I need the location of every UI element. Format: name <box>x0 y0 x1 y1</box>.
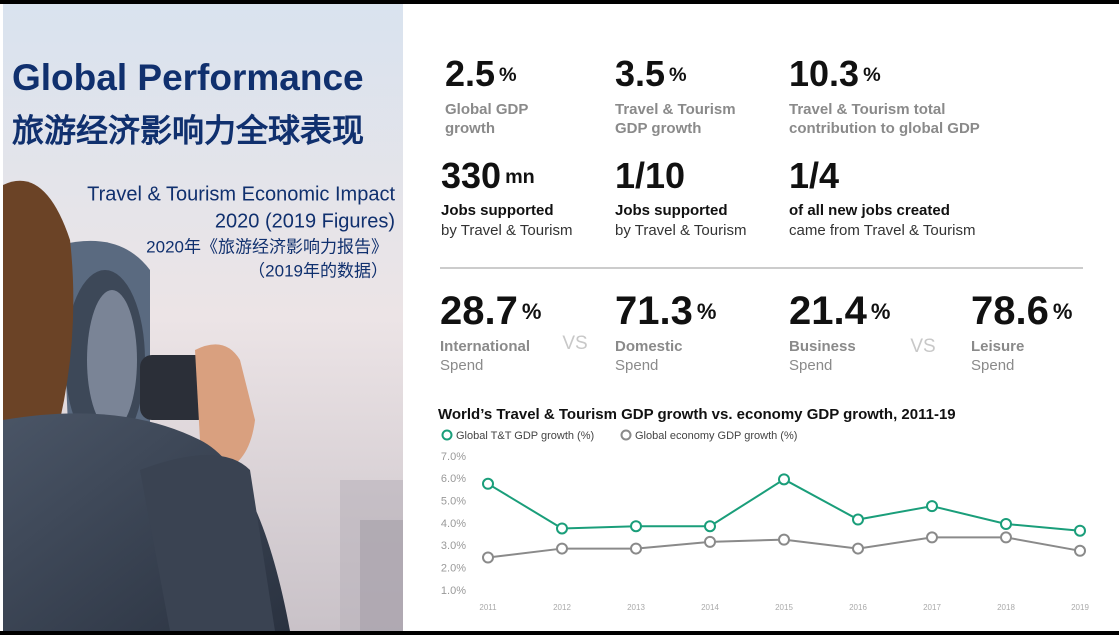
versus: VS <box>562 333 587 354</box>
point <box>704 520 716 533</box>
y-tick-label: 5.0% <box>441 496 466 508</box>
stat-value: 28.7% <box>440 289 541 333</box>
stat-label: GDP growth <box>615 120 701 137</box>
stat-value: 21.4% <box>789 289 890 333</box>
point <box>1074 544 1086 557</box>
subtitle: 2020 (2019 Figures) <box>215 210 395 232</box>
stat-value: 1/10 <box>615 155 685 196</box>
point <box>482 551 494 564</box>
point <box>852 513 864 526</box>
point <box>1000 531 1012 544</box>
point <box>482 477 494 490</box>
x-tick-label: 2018 <box>997 603 1015 612</box>
stat-label: Global GDP <box>445 101 528 118</box>
stat-label: by Travel & Tourism <box>441 222 572 239</box>
stat-label: came from Travel & Tourism <box>789 222 975 239</box>
stat-label: Spend <box>789 357 832 374</box>
legend-marker <box>620 429 632 441</box>
x-tick-label: 2011 <box>479 603 497 612</box>
title-cn: 旅游经济影响力全球表现 <box>12 112 364 148</box>
stat-label: contribution to global GDP <box>789 120 980 137</box>
stat-unit: % <box>1053 299 1073 324</box>
stat-number: 10.3 <box>789 53 859 94</box>
x-tick-label: 2017 <box>923 603 941 612</box>
stat-number: 28.7 <box>440 289 518 333</box>
point <box>704 535 716 548</box>
stat-value: 330 mn <box>441 155 535 196</box>
x-tick-label: 2013 <box>627 603 645 612</box>
stat-value: 78.6% <box>971 289 1072 333</box>
chart-title: World’s Travel & Tourism GDP growth vs. … <box>438 406 956 423</box>
stat-number: 2.5 <box>445 53 495 94</box>
photo <box>3 4 403 631</box>
stat-number: 1/4 <box>789 155 839 196</box>
stat-unit: % <box>499 64 517 86</box>
stat-label: Spend <box>440 357 483 374</box>
stat-label: Travel & Tourism <box>615 101 736 118</box>
x-tick-label: 2014 <box>701 603 719 612</box>
stat-value: 71.3% <box>615 289 716 333</box>
stat-number: 3.5 <box>615 53 665 94</box>
stat-label: Spend <box>615 357 658 374</box>
stat-label: Jobs supported <box>441 202 554 219</box>
stat-unit: % <box>863 64 881 86</box>
point <box>852 542 864 555</box>
legend-label: Global economy GDP growth (%) <box>635 430 797 442</box>
stat-label: International <box>440 338 530 355</box>
y-tick-label: 2.0% <box>441 563 466 575</box>
stat-unit: % <box>697 299 717 324</box>
stat-value: 2.5% <box>445 53 517 94</box>
stat-number: 71.3 <box>615 289 693 333</box>
point <box>926 531 938 544</box>
stat-unit: % <box>669 64 687 86</box>
subtitle: （2019年的数据） <box>248 261 388 280</box>
stat-number: 21.4 <box>789 289 868 333</box>
stat-value: 1/4 <box>789 155 839 196</box>
x-tick-label: 2016 <box>849 603 867 612</box>
point <box>1074 524 1086 537</box>
point <box>630 542 642 555</box>
y-tick-label: 6.0% <box>441 473 466 485</box>
point <box>1000 518 1012 530</box>
stat-label: Travel & Tourism total <box>789 101 945 118</box>
stat-value: 3.5% <box>615 53 687 94</box>
y-tick-label: 1.0% <box>441 585 466 597</box>
point <box>630 520 642 533</box>
subtitle: 2020年《旅游经济影响力报告》 <box>146 237 388 256</box>
x-tick-label: 2019 <box>1071 603 1089 612</box>
point <box>556 542 568 555</box>
y-tick-label: 4.0% <box>441 518 466 530</box>
x-tick-label: 2012 <box>553 603 571 612</box>
y-tick-label: 7.0% <box>441 451 466 463</box>
subtitle: Travel & Tourism Economic Impact <box>87 183 395 205</box>
y-tick-label: 3.0% <box>441 540 466 552</box>
title: Global Performance <box>12 57 364 98</box>
stat-number: 1/10 <box>615 155 685 196</box>
stat-label: Domestic <box>615 338 683 355</box>
versus: VS <box>910 336 935 357</box>
stat-unit: % <box>522 299 542 324</box>
stat-label: by Travel & Tourism <box>615 222 746 239</box>
stat-label: Spend <box>971 357 1014 374</box>
stat-number: 330 <box>441 155 501 196</box>
point <box>778 473 790 486</box>
stat-label: Jobs supported <box>615 202 728 219</box>
point <box>778 533 790 546</box>
stat-number: 78.6 <box>971 289 1049 333</box>
legend-label: Global T&T GDP growth (%) <box>456 430 594 442</box>
stat-label: of all new jobs created <box>789 202 950 219</box>
point <box>556 522 568 535</box>
stat-unit: % <box>871 299 891 324</box>
x-tick-label: 2015 <box>775 603 793 612</box>
stat-value: 10.3% <box>789 53 881 94</box>
point <box>926 500 938 513</box>
stat-label: Leisure <box>971 338 1024 355</box>
stat-label: growth <box>445 120 495 137</box>
stat-unit: mn <box>505 166 535 188</box>
legend-marker <box>441 429 453 441</box>
stat-label: Business <box>789 338 856 355</box>
